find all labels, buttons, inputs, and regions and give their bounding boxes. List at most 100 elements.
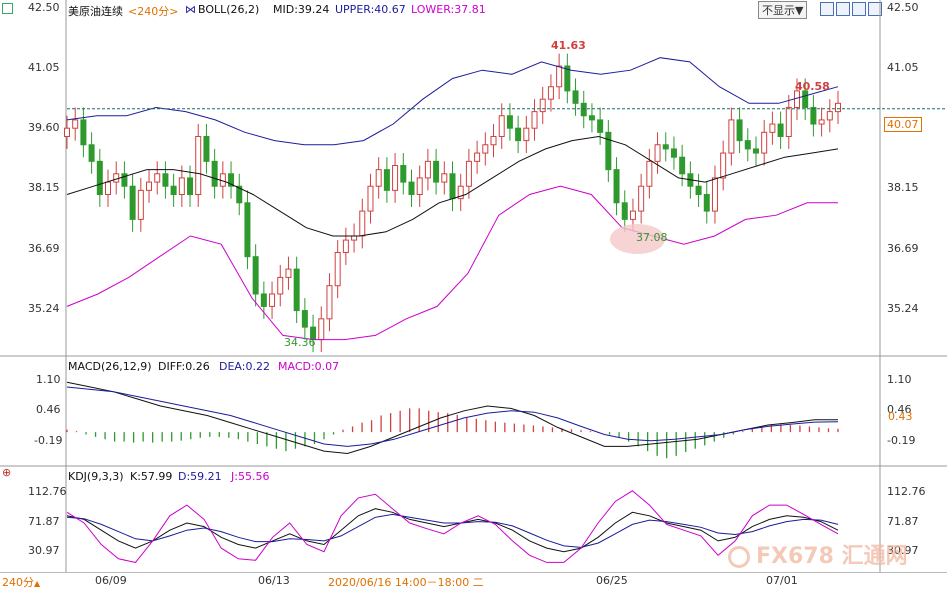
macd-name: MACD(26,12,9) — [68, 360, 152, 373]
candle-body — [236, 185, 243, 204]
macd-tick-label: 0.46 — [887, 403, 912, 417]
candle-body — [539, 98, 546, 113]
kdj-k-line — [66, 508, 839, 553]
candle-body — [646, 160, 653, 187]
macd-dea: DEA:0.22 — [219, 360, 270, 373]
candle-body — [88, 144, 95, 162]
zoom-out-icon[interactable] — [836, 2, 850, 16]
candle-body — [416, 177, 423, 196]
candle-body — [802, 90, 809, 108]
candle-body — [137, 189, 144, 220]
watermark-logo-icon — [728, 546, 750, 568]
candle-body — [457, 185, 464, 200]
bottom-bar — [0, 572, 947, 590]
candle-body — [523, 127, 530, 142]
price-tick-label: 36.69 — [887, 241, 919, 255]
candle-body — [252, 256, 259, 295]
current-price-tag: 40.07 — [884, 117, 922, 132]
candle-body — [211, 160, 218, 187]
price-tick-label: 41.05 — [28, 61, 60, 75]
price-tick-label: 42.50 — [28, 1, 60, 14]
macd-dea-line — [66, 386, 839, 447]
kdj-tick-label: 71.87 — [887, 514, 919, 528]
candle-body — [105, 181, 112, 196]
candle-body — [728, 119, 735, 154]
candle-body — [260, 293, 267, 307]
candle-body — [400, 164, 407, 183]
candle-body — [129, 185, 136, 220]
kdj-tick-label: 30.97 — [28, 543, 60, 557]
candle-body — [441, 173, 448, 183]
period-label[interactable]: <240分> — [128, 5, 179, 18]
candle-body — [392, 164, 399, 191]
restore-icon[interactable] — [852, 2, 866, 16]
x-tick-label: 06/25 — [596, 574, 628, 587]
candle-body — [490, 135, 497, 146]
candle-body — [515, 127, 522, 142]
macd-tick-label: 1.10 — [36, 372, 61, 386]
candle-body — [146, 181, 153, 191]
crosshair-time-label: 2020/06/16 14:00－18:00 二 — [328, 576, 484, 589]
candle-body — [564, 65, 571, 92]
current-macd-tag: 0.43 — [888, 410, 913, 423]
candle-body — [285, 268, 292, 278]
candle-body — [835, 102, 841, 113]
kdj-tick-label: 30.97 — [887, 543, 919, 557]
candle-body — [580, 102, 587, 117]
candle-body — [342, 239, 349, 254]
candle-body — [72, 119, 79, 129]
boll-mid: MID:39.24 — [273, 3, 330, 16]
candle-body — [629, 210, 636, 220]
macd-tick-label: -0.19 — [887, 434, 916, 448]
boll-upper: UPPER:40.67 — [335, 3, 406, 16]
local-low-annotation: 37.08 — [636, 231, 668, 244]
candle-body — [736, 119, 743, 142]
candle-body — [465, 160, 472, 187]
x-tick-label: 06/13 — [258, 574, 290, 587]
candle-body — [695, 185, 702, 196]
local-high-annotation: 40.58 — [795, 80, 830, 93]
price-tick-label: 39.60 — [28, 121, 60, 135]
kdj-tick-label: 112.76 — [28, 485, 67, 499]
candle-body — [638, 185, 645, 212]
candle-body — [80, 119, 87, 146]
candle-body — [301, 310, 308, 328]
candle-body — [605, 131, 612, 171]
macd-diff-line — [66, 381, 838, 455]
period-selector[interactable]: 240分▲ — [2, 574, 40, 590]
kdj-j: J:55.56 — [231, 470, 270, 483]
candle-body — [556, 65, 563, 88]
candle-body — [359, 210, 366, 237]
hide-indicator-dropdown[interactable]: 不显示▼ — [758, 1, 808, 19]
candle-body — [597, 119, 604, 133]
candle-body — [203, 135, 210, 162]
expand-icon[interactable] — [2, 3, 13, 14]
candle-body — [187, 177, 194, 196]
candle-body — [277, 276, 284, 295]
candle-body — [195, 135, 202, 196]
candle-body — [777, 123, 784, 137]
candle-body — [531, 111, 538, 129]
close-icon[interactable] — [868, 2, 882, 16]
price-tick-label: 42.50 — [887, 1, 919, 14]
candle-body — [679, 156, 686, 175]
crosshair-icon[interactable]: ⊕ — [2, 466, 12, 479]
candle-body — [498, 115, 505, 137]
candle-body — [113, 173, 120, 183]
period-selector-label: 240分 — [2, 576, 34, 589]
candle-body — [769, 123, 776, 133]
price-tick-label: 38.15 — [28, 181, 60, 195]
boll-lower-line — [66, 185, 838, 341]
candle-body — [269, 293, 276, 307]
kdj-d: D:59.21 — [178, 470, 222, 483]
period-selector-arrow: ▲ — [34, 579, 41, 588]
boll-mid-line — [66, 135, 839, 237]
watermark-text: FX678 汇通网 — [756, 544, 908, 569]
candle-body — [818, 119, 825, 125]
low-annotation: 34.36 — [284, 336, 316, 349]
kdj-j-line — [66, 490, 839, 563]
zoom-in-icon[interactable] — [820, 2, 834, 16]
candle-body — [408, 181, 415, 196]
